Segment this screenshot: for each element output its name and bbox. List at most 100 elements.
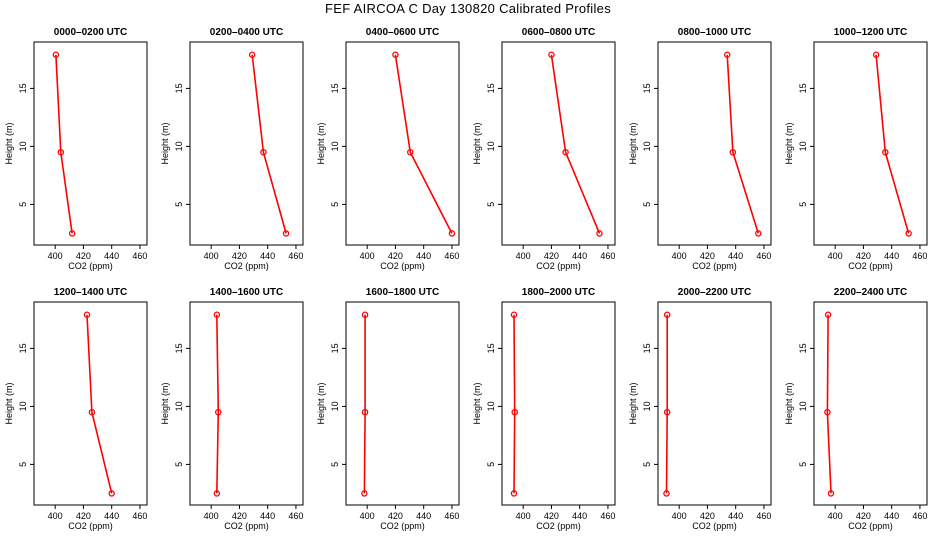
x-axis-label: CO2 (ppm) [380,521,425,531]
y-axis-label: Height (m) [784,122,794,164]
x-tick-label: 440 [572,511,587,521]
y-tick-label: 5 [642,462,652,467]
y-tick-label: 15 [798,83,808,93]
x-tick-label: 460 [444,511,459,521]
y-tick-label: 15 [18,83,28,93]
data-point [755,230,762,237]
data-point [213,311,221,319]
y-tick-label: 10 [174,401,184,411]
x-tick-label: 460 [756,251,771,261]
x-tick-label: 400 [828,251,843,261]
data-point [729,148,737,156]
x-tick-label: 420 [76,511,91,521]
data-point [596,230,603,237]
y-tick-label: 5 [642,202,652,207]
y-tick-label: 5 [174,462,184,467]
x-tick-label: 420 [856,251,871,261]
x-tick-label: 400 [204,251,219,261]
x-tick-label: 460 [756,511,771,521]
profile-line [55,54,73,234]
y-tick-label: 15 [174,83,184,93]
data-point [905,230,912,237]
x-tick-label: 400 [48,251,63,261]
x-tick-label: 460 [132,511,147,521]
data-point [260,148,267,156]
x-tick-label: 420 [544,251,559,261]
y-tick-label: 5 [330,202,340,207]
y-axis-label: Height (m) [472,382,482,424]
data-point [872,51,880,59]
data-point [448,230,456,237]
plot-frame [813,301,928,506]
y-axis-label: Height (m) [4,122,14,164]
y-tick-label: 5 [174,202,184,207]
x-tick-label: 440 [728,511,743,521]
y-axis-label: Height (m) [472,122,482,164]
x-tick-label: 420 [388,511,403,521]
plot-frame [657,41,772,246]
x-tick-label: 460 [600,251,615,261]
x-tick-label: 400 [360,251,375,261]
panel-title: 1600–1800 UTC [366,287,439,298]
x-tick-label: 440 [416,251,431,261]
x-axis-label: CO2 (ppm) [68,521,113,531]
panel-title: 0800–1000 UTC [678,27,751,38]
y-tick-label: 10 [18,401,28,411]
data-point [882,148,889,156]
x-axis-label: CO2 (ppm) [848,261,893,271]
chart-panel-3: 0400–0600 UTC 400 420 440 460 5 10 15 CO2 (ppm) H… [316,27,460,271]
x-tick-label: 420 [700,251,715,261]
data-point [824,311,832,319]
x-tick-label: 460 [288,511,303,521]
panel-title: 1200–1400 UTC [54,287,127,298]
profile-line [251,54,287,234]
y-tick-label: 15 [486,343,496,353]
panel-title: 1400–1600 UTC [210,287,283,298]
data-point [361,490,368,497]
x-axis-label: CO2 (ppm) [68,261,113,271]
plot-frame [657,301,772,506]
x-tick-label: 440 [884,511,899,521]
panel-title: 2200–2400 UTC [834,287,907,298]
y-tick-label: 10 [330,401,340,411]
plot-frame [501,41,616,246]
y-tick-label: 15 [642,83,652,93]
x-tick-label: 400 [516,511,531,521]
x-tick-label: 400 [672,511,687,521]
profile-line [86,314,113,494]
x-tick-label: 440 [416,511,431,521]
x-tick-label: 440 [728,251,743,261]
data-point [52,51,60,59]
x-tick-label: 440 [260,251,275,261]
x-axis-label: CO2 (ppm) [536,521,581,531]
data-point [248,51,256,59]
chart-panel-2: 0200–0400 UTC 400 420 440 460 5 10 15 CO2 (ppm) H… [160,27,304,271]
x-tick-label: 400 [672,251,687,261]
y-axis-label: Height (m) [784,382,794,424]
x-tick-label: 400 [48,511,63,521]
data-point [361,408,369,416]
x-tick-label: 420 [76,251,91,261]
data-point [392,51,399,59]
profile-line [394,54,453,234]
data-point [511,408,518,416]
plot-frame [345,41,460,246]
y-axis-label: Height (m) [160,122,170,164]
y-tick-label: 15 [330,343,340,353]
data-point [663,408,671,416]
data-point [663,490,670,497]
panel-title: 0400–0600 UTC [366,27,439,38]
panel-title: 1000–1200 UTC [834,27,907,38]
chart-panel-12: 2200–2400 UTC 400 420 440 460 5 10 15 CO2 (ppm) H… [784,287,928,531]
chart-panel-6: 1000–1200 UTC 400 420 440 460 5 10 15 CO2 (ppm) H… [784,27,928,271]
y-tick-label: 5 [798,462,808,467]
data-point [68,230,76,237]
x-tick-label: 460 [912,251,927,261]
x-tick-label: 420 [388,251,403,261]
chart-panel-7: 1200–1400 UTC 400 420 440 460 5 10 15 CO2 (ppm) H… [4,287,148,531]
x-tick-label: 440 [572,251,587,261]
data-point [723,51,731,59]
y-axis-label: Height (m) [160,382,170,424]
y-tick-label: 5 [330,462,340,467]
x-tick-label: 460 [288,251,303,261]
